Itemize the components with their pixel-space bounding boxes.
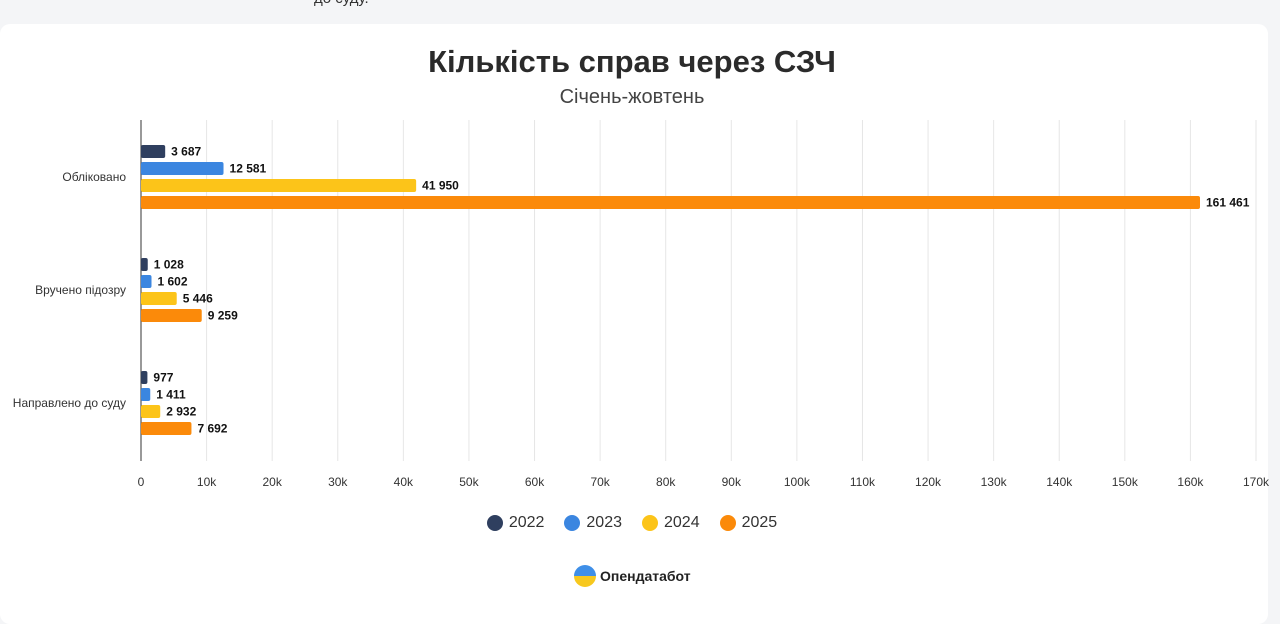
data-label: 161 461 [1206, 196, 1250, 210]
category-label: Направлено до суду [13, 396, 126, 410]
legend-marker-icon [719, 515, 736, 531]
data-label: 12 581 [230, 162, 267, 176]
x-tick-label: 120k [915, 475, 942, 489]
x-tick-label: 100k [784, 475, 811, 489]
bar-chart: 0 10k 20k 30k 40k 50k 60k 70k 80k 90k 100k 110k 120k… [13, 120, 1270, 489]
x-tick-label: 170k [1243, 475, 1270, 489]
x-tick-label: 20k [262, 475, 282, 489]
legend-item-2023[interactable]: 2023 [564, 514, 622, 532]
x-tick-label: 110k [850, 475, 876, 489]
legend-item-2025[interactable]: 2025 [719, 514, 778, 532]
x-tick-label: 70k [590, 475, 610, 489]
bar-2024 [141, 405, 161, 418]
legend-marker-icon [486, 515, 503, 531]
chart-legend: 2022 2023 2024 2025 [0, 514, 1264, 532]
bar-2025 [141, 196, 1200, 209]
x-tick-label: 160k [1177, 475, 1204, 489]
bar-2023 [141, 162, 224, 175]
legend-marker-icon [642, 515, 658, 531]
legend-label: 2025 [741, 514, 778, 531]
bar-2022 [141, 258, 148, 271]
brand-mark: Опендатабот [574, 565, 691, 587]
category-label: Обліковано [62, 170, 126, 184]
data-label: 7 692 [197, 422, 227, 436]
clipped-top-text: до суду. [314, 0, 369, 8]
legend-label: 2024 [664, 514, 700, 531]
x-tick-label: 40k [394, 475, 414, 489]
brand-name: Опендатабот [600, 568, 691, 584]
data-label: 5 446 [183, 292, 213, 306]
x-tick-label: 140k [1046, 475, 1073, 489]
x-tick-label: 150k [1112, 475, 1139, 489]
data-label: 41 950 [422, 179, 459, 193]
data-label: 977 [153, 371, 173, 385]
x-tick-label: 80k [656, 475, 676, 489]
data-label: 1 411 [156, 388, 186, 402]
opendatabot-logo-icon [574, 565, 596, 587]
x-tick-label: 60k [525, 475, 545, 489]
legend-label: 2022 [508, 514, 545, 531]
bar-2022 [141, 145, 166, 158]
x-tick-label: 0 [138, 475, 145, 489]
bar-2023 [141, 275, 152, 288]
category-label: Вручено підозру [35, 283, 126, 297]
bar-2024 [141, 179, 417, 192]
x-tick-label: 30k [328, 475, 348, 489]
bar-2023 [141, 388, 151, 401]
x-tick-label: 10k [197, 475, 217, 489]
x-tick-label: 130k [981, 475, 1008, 489]
x-tick-label: 90k [722, 475, 742, 489]
bar-2024 [141, 292, 177, 305]
legend-item-2024[interactable]: 2024 [642, 514, 700, 532]
legend-marker-icon [564, 515, 581, 531]
chart-subtitle: Січень-жовтень [559, 86, 705, 108]
data-label: 2 932 [166, 405, 196, 419]
data-label: 9 259 [208, 309, 238, 323]
bar-2025 [141, 422, 192, 435]
data-label: 1 028 [154, 258, 184, 272]
data-label: 3 687 [171, 145, 201, 159]
legend-item-2022[interactable]: 2022 [486, 514, 545, 532]
legend-label: 2023 [586, 514, 622, 531]
x-tick-label: 50k [459, 475, 479, 489]
data-label: 1 602 [158, 275, 188, 289]
chart-card [0, 24, 1268, 624]
chart-title: Кількість справ через СЗЧ [428, 44, 836, 79]
bar-2025 [141, 309, 202, 322]
bar-2022 [141, 371, 148, 384]
